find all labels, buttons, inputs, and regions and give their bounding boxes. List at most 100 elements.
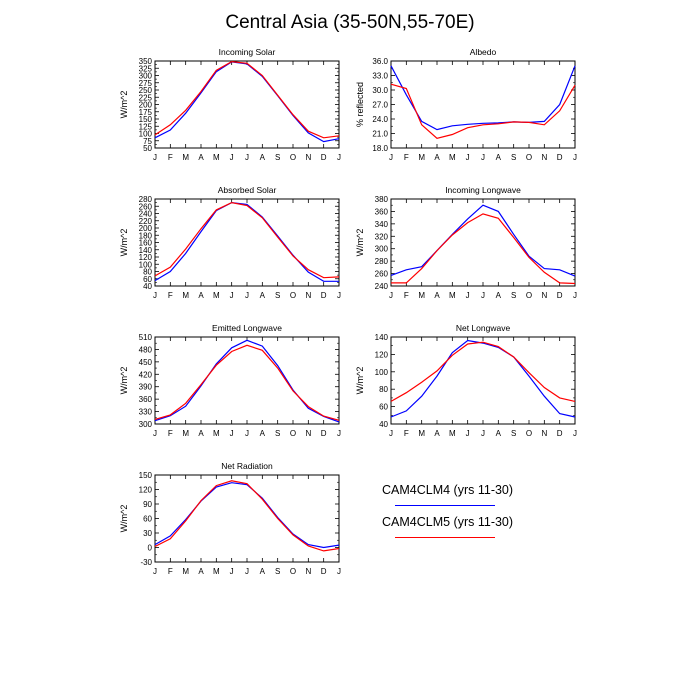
incoming-longwave-series-cam5	[391, 213, 576, 285]
legend-cam5-label: CAM4CLM5 (yrs 11-30)	[382, 515, 514, 529]
absorbed-solar-ytick-label: 260	[139, 202, 153, 211]
incoming-longwave-xtick-label: J	[481, 291, 485, 300]
net-radiation-title: Net Radiation	[221, 461, 273, 471]
legend-cam5-line	[395, 537, 495, 538]
net-radiation-xtick-label: F	[168, 567, 173, 576]
incoming-solar-ytick-label: 325	[139, 64, 153, 73]
net-radiation-ytick-label: 30	[143, 529, 152, 538]
net-radiation-xtick-label: J	[245, 567, 249, 576]
net-longwave-ytick-label: 80	[379, 385, 388, 394]
incoming-solar-xtick-label: A	[260, 153, 266, 162]
net-radiation-ylabel: W/m^2	[119, 505, 129, 533]
absorbed-solar-xtick-label: J	[337, 291, 341, 300]
absorbed-solar-xtick-label: A	[198, 291, 204, 300]
incoming-solar-xtick-label: N	[305, 153, 311, 162]
net-longwave-ytick-label: 140	[375, 333, 389, 342]
incoming-solar-series-cam4	[154, 61, 340, 143]
incoming-longwave-xtick-label: O	[526, 291, 532, 300]
net-radiation-series-cam4	[154, 482, 340, 549]
net-radiation-xtick-label: D	[321, 567, 327, 576]
emitted-longwave-xtick-label: F	[168, 429, 173, 438]
net-longwave-xtick-label: J	[389, 429, 393, 438]
incoming-solar-xtick-label: M	[182, 153, 189, 162]
emitted-longwave-xtick-label: J	[230, 429, 234, 438]
net-longwave-xtick-label: A	[496, 429, 502, 438]
net-longwave-xtick-label: J	[481, 429, 485, 438]
incoming-solar-xtick-label: D	[321, 153, 327, 162]
emitted-longwave-ytick-label: 480	[139, 345, 153, 354]
absorbed-solar-ylabel: W/m^2	[119, 229, 129, 257]
absorbed-solar-ytick-label: 80	[143, 268, 152, 277]
emitted-longwave-xtick-label: J	[245, 429, 249, 438]
absorbed-solar-xtick-label: A	[260, 291, 266, 300]
absorbed-solar-xtick-label: N	[305, 291, 311, 300]
net-radiation-ytick-label: 60	[143, 515, 152, 524]
net-longwave-xtick-label: M	[418, 429, 425, 438]
incoming-longwave-ytick-label: 300	[375, 245, 389, 254]
albedo-ytick-label: 24.0	[372, 115, 388, 124]
absorbed-solar-xtick-label: F	[168, 291, 173, 300]
albedo-xtick-label: M	[418, 153, 425, 162]
net-radiation-ytick-label: 150	[139, 471, 153, 480]
absorbed-solar-ytick-label: 200	[139, 224, 153, 233]
absorbed-solar-ytick-label: 40	[143, 282, 152, 291]
emitted-longwave-ytick-label: 300	[139, 420, 153, 429]
albedo-ytick-label: 30.0	[372, 86, 388, 95]
emitted-longwave-xtick-label: M	[213, 429, 220, 438]
incoming-solar-panel: Incoming Solar W/m^2 507510012515017520022…	[119, 47, 341, 162]
incoming-longwave-xtick-label: S	[511, 291, 516, 300]
albedo-xtick-label: N	[541, 153, 547, 162]
incoming-solar-ytick-label: 350	[139, 57, 153, 66]
albedo-xtick-label: A	[496, 153, 502, 162]
incoming-solar-xtick-label: J	[230, 153, 234, 162]
legend-cam4-line	[395, 505, 495, 506]
albedo-ytick-label: 21.0	[372, 130, 388, 139]
emitted-longwave-xtick-label: N	[305, 429, 311, 438]
albedo-xtick-label: D	[557, 153, 563, 162]
net-longwave-xtick-label: N	[541, 429, 547, 438]
net-longwave-ylabel: W/m^2	[355, 367, 365, 395]
absorbed-solar-ytick-label: 140	[139, 246, 153, 255]
incoming-longwave-xtick-label: D	[557, 291, 563, 300]
emitted-longwave-xtick-label: J	[337, 429, 341, 438]
emitted-longwave-ytick-label: 330	[139, 408, 153, 417]
incoming-longwave-xtick-label: N	[541, 291, 547, 300]
absorbed-solar-xtick-label: D	[321, 291, 327, 300]
emitted-longwave-xtick-label: D	[321, 429, 327, 438]
emitted-longwave-xtick-label: A	[198, 429, 204, 438]
incoming-solar-xtick-label: J	[337, 153, 341, 162]
net-radiation-xtick-label: A	[198, 567, 204, 576]
incoming-longwave-ytick-label: 360	[375, 207, 389, 216]
incoming-longwave-xtick-label: A	[434, 291, 440, 300]
absorbed-solar-series-cam4	[154, 201, 339, 282]
albedo-series-cam5	[390, 83, 576, 139]
incoming-longwave-ytick-label: 320	[375, 232, 389, 241]
net-radiation-frame	[154, 474, 340, 563]
incoming-longwave-xtick-label: M	[449, 291, 456, 300]
absorbed-solar-xtick-label: J	[153, 291, 157, 300]
absorbed-solar-ytick-label: 60	[143, 275, 152, 284]
emitted-longwave-title: Emitted Longwave	[212, 323, 282, 333]
albedo-xtick-label: S	[511, 153, 516, 162]
absorbed-solar-frame	[154, 198, 340, 287]
incoming-solar-ytick-label: 50	[143, 144, 152, 153]
absorbed-solar-ytick-label: 100	[139, 260, 153, 269]
net-radiation-ytick-label: 120	[139, 486, 153, 495]
emitted-longwave-ytick-label: 360	[139, 395, 153, 404]
incoming-longwave-ytick-label: 380	[375, 195, 389, 204]
absorbed-solar-ytick-label: 120	[139, 253, 153, 262]
albedo-xtick-label: J	[466, 153, 470, 162]
albedo-ytick-label: 36.0	[372, 57, 388, 66]
incoming-longwave-xtick-label: J	[466, 291, 470, 300]
incoming-solar-xtick-label: S	[275, 153, 280, 162]
absorbed-solar-ytick-label: 240	[139, 210, 153, 219]
net-longwave-ytick-label: 40	[379, 420, 388, 429]
absorbed-solar-xtick-label: M	[182, 291, 189, 300]
net-longwave-xtick-label: A	[434, 429, 440, 438]
albedo-xtick-label: O	[526, 153, 532, 162]
net-radiation-xtick-label: J	[337, 567, 341, 576]
net-longwave-xtick-label: J	[573, 429, 577, 438]
incoming-longwave-title: Incoming Longwave	[445, 185, 521, 195]
emitted-longwave-ytick-label: 390	[139, 383, 153, 392]
